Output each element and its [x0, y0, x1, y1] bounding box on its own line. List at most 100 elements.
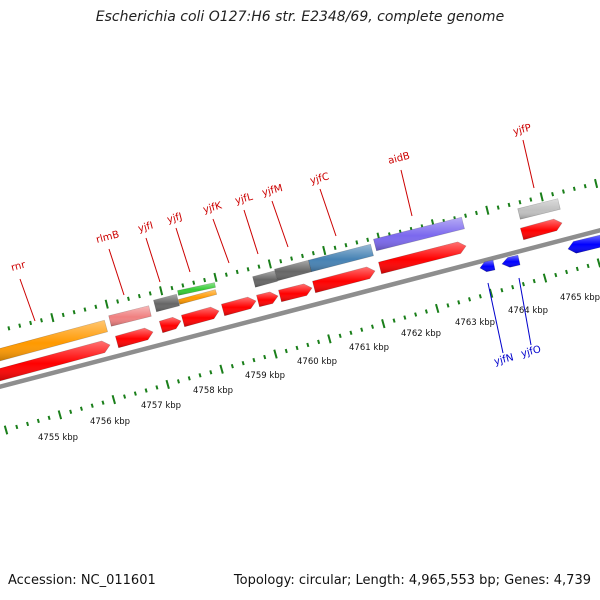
cds-arrow-yjfN-shading: [480, 260, 495, 272]
tick-mark: [500, 288, 504, 293]
gene-label-yjfK: yjfK: [202, 200, 223, 215]
tick-mark: [29, 320, 33, 326]
cds-arrow-yjfP-shading: [520, 219, 562, 240]
tick-mark: [478, 294, 482, 299]
tick-mark: [170, 285, 174, 291]
tick-mark: [155, 385, 159, 390]
leader-line-yjfJ: [175, 227, 191, 273]
tick-mark: [554, 272, 558, 278]
accession-label: Accession: NC_011601: [8, 573, 156, 588]
gene-block-yjfJ-lower-shading: [178, 289, 217, 305]
tick-mark: [203, 277, 207, 283]
leader-line-aidB: [400, 169, 413, 217]
tick-mark: [111, 395, 116, 405]
tick-mark: [50, 312, 55, 323]
cds-arrow-next-shading: [568, 235, 600, 254]
tick-mark: [355, 240, 359, 245]
tick-mark: [123, 394, 127, 399]
tick-mark: [371, 324, 375, 329]
tick-mark: [301, 253, 304, 259]
cds-arrow-yjfI-shading: [159, 317, 181, 333]
cds-arrow-rlmB-shading: [115, 328, 153, 348]
tick-mark: [311, 251, 315, 256]
tick-mark: [127, 296, 130, 301]
tick-mark: [457, 300, 461, 305]
gene-block-yjfP-shading: [517, 198, 561, 220]
tick-mark: [267, 259, 272, 269]
tick-mark: [230, 363, 234, 369]
gene-label-yjfM: yjfM: [261, 183, 284, 199]
tick-mark: [79, 406, 83, 411]
tick-mark: [327, 334, 332, 344]
tick-mark: [257, 264, 261, 269]
leader-line-yjfC: [319, 188, 337, 237]
gene-block-rnr-shading: [0, 320, 108, 361]
tick-mark: [583, 183, 587, 189]
tick-mark: [101, 400, 105, 405]
scale-labels: 4755 kbp 4756 kbp 4757 kbp 4758 kbp 4759 kbp…: [38, 293, 600, 443]
tick-mark: [392, 318, 396, 323]
cds-arrow-yjfC-shading: [312, 267, 375, 293]
tick-mark: [360, 327, 364, 332]
tick-mark: [47, 415, 51, 421]
scale-label: 4764 kbp: [508, 306, 548, 316]
cds-arrow-aidB-shading: [378, 241, 466, 274]
cds-arrow-yjfK-shading: [221, 297, 256, 316]
tick-mark: [532, 278, 536, 284]
leader-line-rnr: [19, 278, 36, 322]
feature-track: [0, 198, 600, 382]
tick-mark: [18, 323, 22, 328]
gene-label-rnr: rnr: [10, 259, 28, 273]
tick-mark: [295, 345, 299, 351]
gene-block-yjfM-shading: [274, 260, 312, 281]
tick-mark: [209, 370, 213, 375]
tick-mark: [165, 379, 170, 390]
scale-label: 4760 kbp: [297, 357, 337, 367]
leader-line-yjfO: [518, 277, 532, 346]
lower-tick-ring: [3, 258, 600, 435]
tick-mark: [565, 269, 569, 275]
tick-mark: [15, 424, 19, 430]
scale-label: 4756 kbp: [90, 417, 130, 427]
cds-arrow-yjfL-shading: [256, 291, 278, 307]
tick-mark: [198, 373, 202, 378]
tick-mark: [159, 286, 164, 296]
tick-mark: [57, 410, 63, 420]
tick-mark: [94, 304, 98, 310]
genome-summary: Topology: circular; Length: 4,965,553 bp…: [233, 573, 591, 588]
scale-label: 4765 kbp: [560, 293, 600, 303]
tick-mark: [104, 299, 109, 309]
leader-line-yjfI: [145, 237, 161, 283]
tick-mark: [187, 376, 191, 381]
scale-label: 4757 kbp: [141, 401, 181, 411]
tick-mark: [36, 418, 40, 424]
tick-mark: [290, 256, 294, 261]
tick-mark: [263, 354, 267, 360]
scale-label: 4759 kbp: [245, 371, 285, 381]
tick-mark: [586, 263, 590, 269]
tick-mark: [572, 186, 576, 192]
scale-label: 4758 kbp: [193, 386, 233, 396]
tick-mark: [575, 266, 579, 272]
leader-line-yjfL: [243, 209, 259, 255]
tick-mark: [306, 342, 310, 348]
tick-mark: [241, 360, 245, 366]
tick-mark: [144, 388, 148, 393]
gene-label-yjfL: yjfL: [234, 192, 254, 207]
tick-mark: [137, 293, 141, 299]
tick-mark: [3, 425, 9, 435]
scale-label: 4761 kbp: [349, 343, 389, 353]
leader-line-yjfN: [487, 282, 504, 354]
tick-mark: [485, 205, 490, 215]
scale-label: 4755 kbp: [38, 433, 78, 443]
tick-mark: [83, 307, 87, 312]
gene-label-yjfN: yjfN: [493, 352, 515, 368]
tick-mark: [542, 273, 548, 283]
cds-arrow-yjfM-shading: [278, 283, 312, 302]
gene-label-yjfC: yjfC: [309, 171, 330, 186]
tick-mark: [317, 339, 321, 345]
tick-mark: [69, 409, 73, 414]
tick-mark: [594, 178, 599, 189]
gene-block-rlmB-shading: [108, 305, 152, 327]
